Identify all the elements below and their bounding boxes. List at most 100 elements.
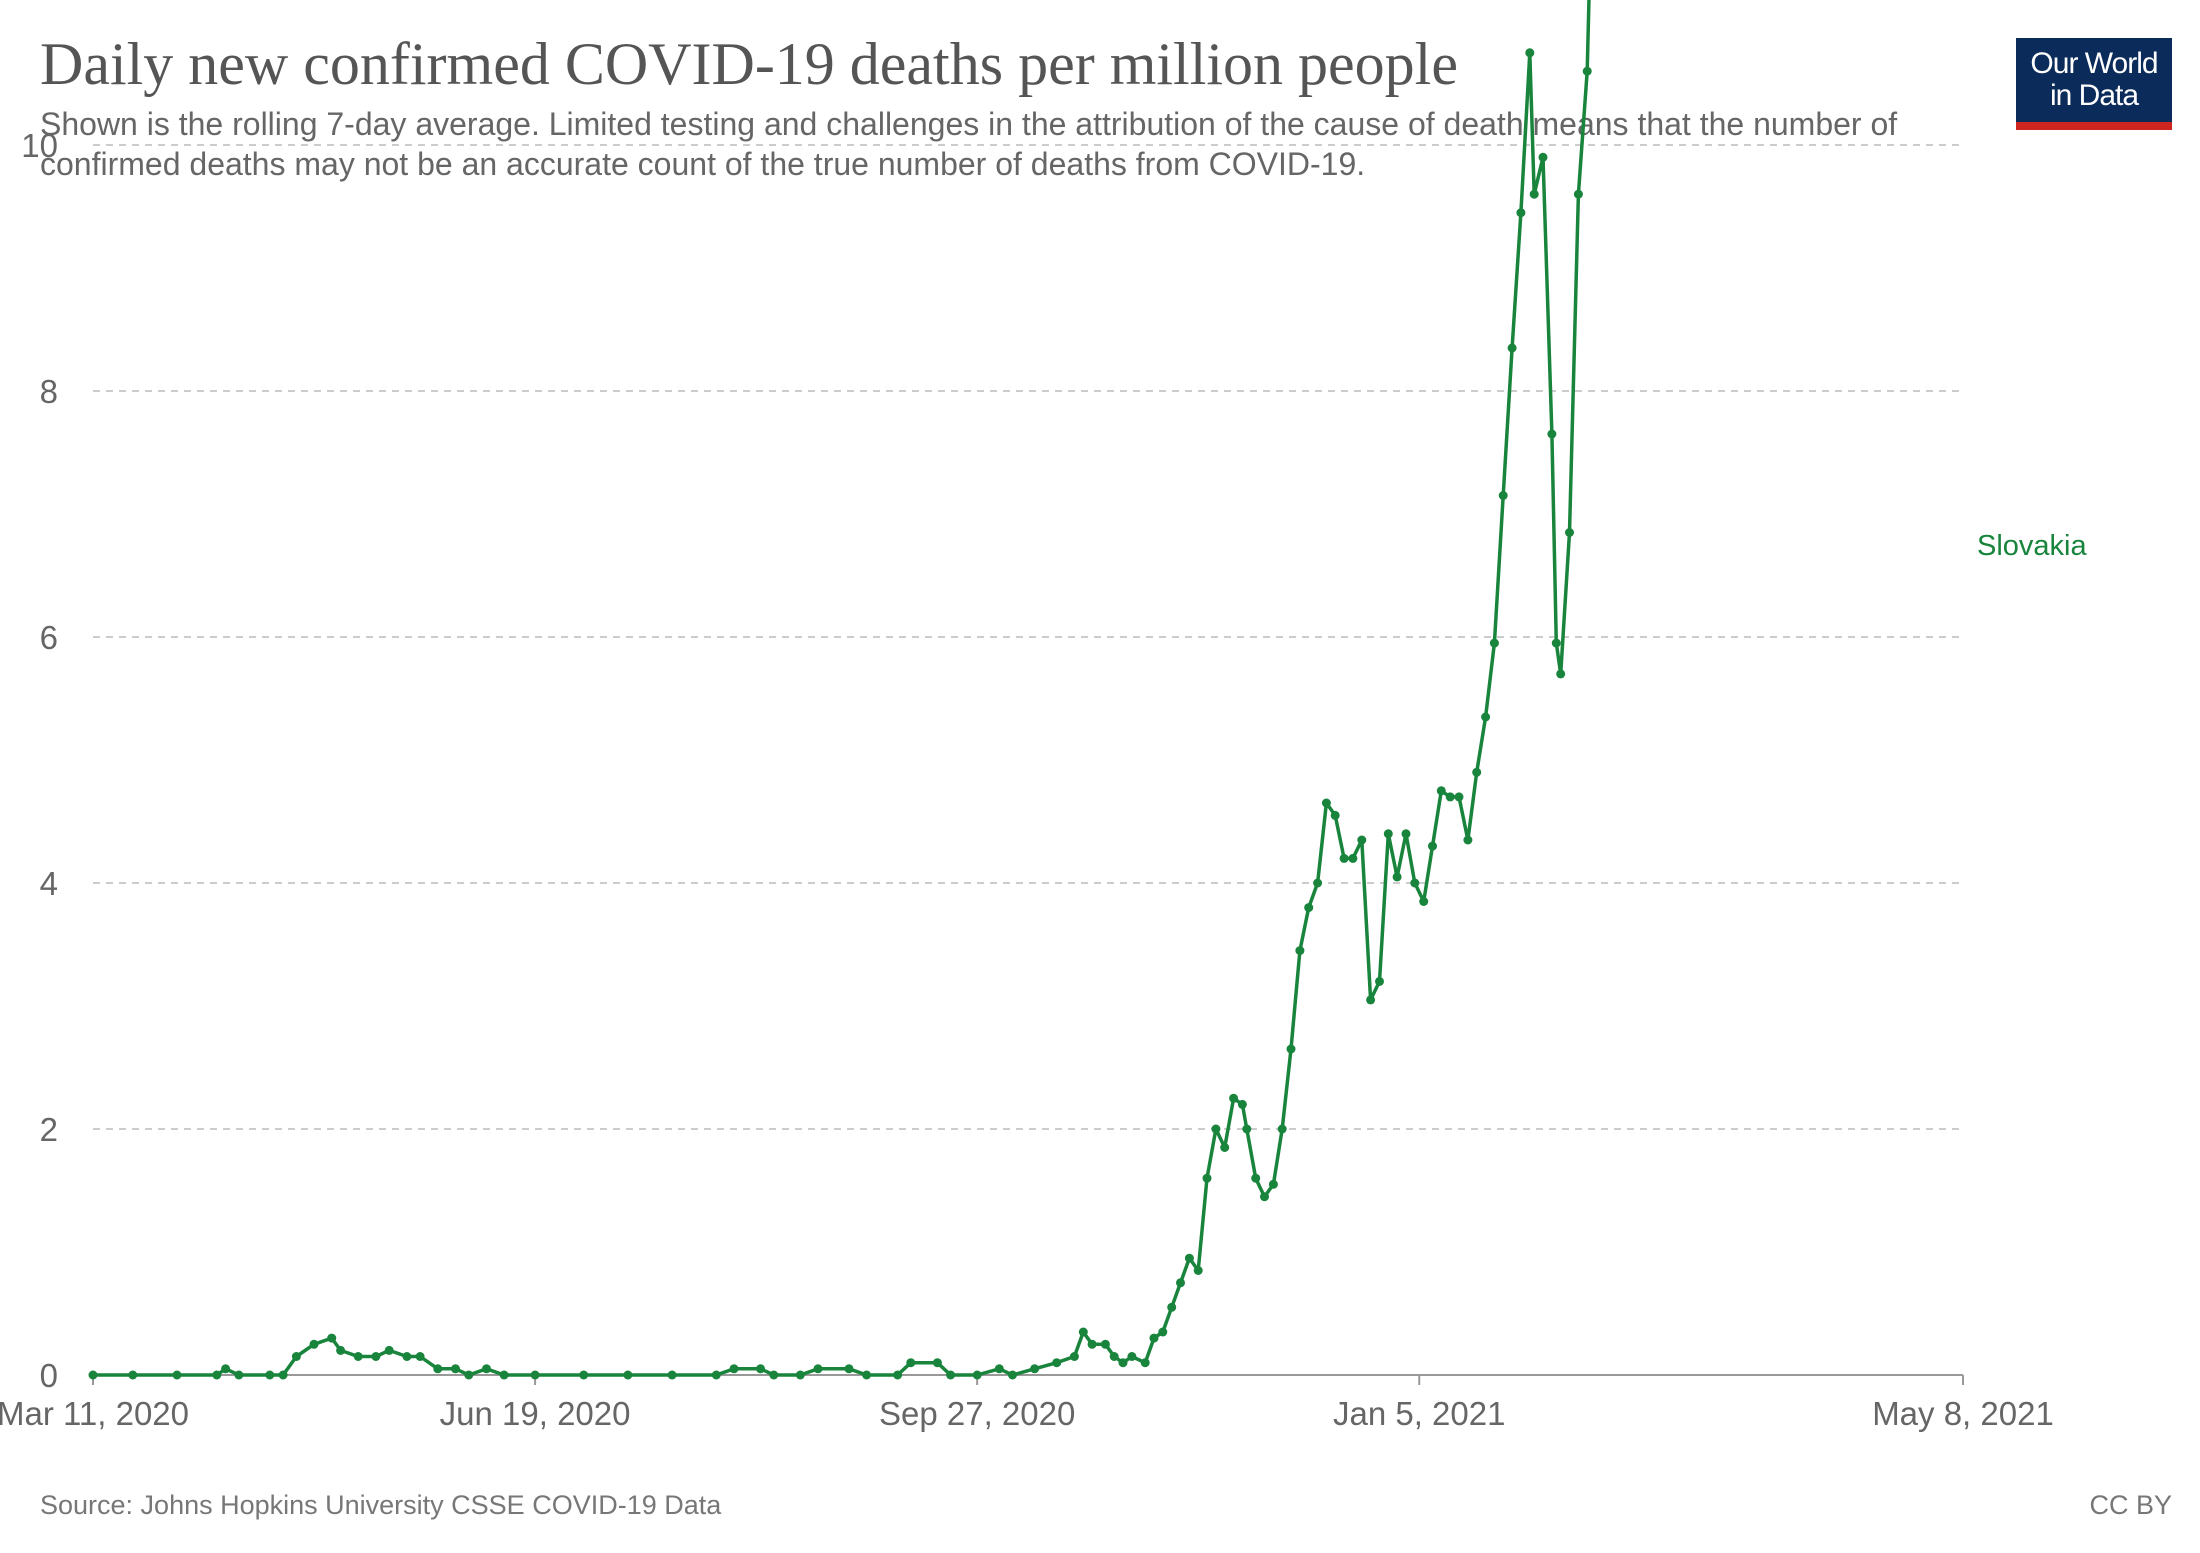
data-point [1454, 792, 1464, 802]
data-point [402, 1352, 412, 1361]
series-line-slovakia [91, 0, 1591, 1377]
data-point [1140, 1358, 1150, 1368]
data-point [1304, 903, 1314, 913]
data-point [1251, 1173, 1261, 1183]
data-point [336, 1345, 346, 1355]
data-point [1100, 1339, 1110, 1349]
data-point [1220, 1143, 1230, 1152]
data-point [1184, 1253, 1194, 1263]
data-point [1498, 491, 1508, 500]
chart-title: Daily new confirmed COVID-19 deaths per … [40, 31, 1458, 97]
data-point [1260, 1192, 1269, 1202]
data-point [623, 1370, 633, 1380]
data-point [1525, 48, 1535, 58]
data-point [1193, 1266, 1203, 1275]
data-point [1556, 669, 1566, 679]
data-point [221, 1364, 231, 1374]
data-point [1551, 638, 1561, 648]
data-point [371, 1352, 381, 1361]
data-point [1565, 528, 1574, 537]
data-point [844, 1364, 854, 1374]
data-point [1008, 1370, 1017, 1380]
data-point [291, 1352, 301, 1361]
data-point [932, 1358, 942, 1368]
data-point [1357, 835, 1367, 845]
data-point [265, 1370, 275, 1380]
data-point [1229, 1093, 1239, 1103]
data-point [1529, 189, 1539, 199]
logo-line-1: Our World [2030, 47, 2158, 80]
data-point [1087, 1339, 1097, 1349]
data-point [1436, 786, 1446, 796]
data-point [1127, 1352, 1137, 1361]
data-point [1295, 946, 1305, 956]
data-point [1202, 1173, 1212, 1183]
y-tick-label: 10 [21, 127, 58, 164]
data-point [1052, 1358, 1062, 1368]
y-tick-label: 8 [40, 373, 58, 410]
data-point [862, 1370, 872, 1380]
data-point [1158, 1327, 1168, 1337]
data-point [795, 1370, 805, 1380]
data-point [451, 1364, 460, 1374]
data-point [530, 1370, 540, 1380]
license-link[interactable]: CC BY [2089, 1490, 2172, 1520]
data-point [499, 1370, 509, 1380]
data-point [1277, 1124, 1287, 1134]
data-point [1392, 872, 1402, 882]
data-point [353, 1352, 363, 1361]
data-point [1313, 878, 1323, 888]
data-point [1489, 638, 1499, 648]
data-point [1410, 878, 1420, 888]
data-point [88, 1370, 98, 1380]
data-point [212, 1370, 222, 1380]
data-point [1419, 897, 1429, 906]
series-layer [88, 0, 1592, 1380]
data-point [309, 1339, 319, 1349]
data-point [813, 1364, 823, 1374]
data-point [1516, 208, 1526, 218]
data-point [756, 1364, 765, 1374]
data-point [1237, 1099, 1247, 1109]
data-point [1242, 1124, 1252, 1134]
data-point [1330, 810, 1340, 820]
data-point [579, 1370, 589, 1380]
data-point [1069, 1352, 1079, 1361]
data-point [1078, 1327, 1088, 1337]
data-point [1211, 1124, 1221, 1134]
data-point [1109, 1352, 1119, 1361]
series-labels: Slovakia [1977, 530, 2087, 562]
source-note: Source: Johns Hopkins University CSSE CO… [40, 1490, 722, 1520]
owid-logo[interactable]: Our World in Data [2016, 38, 2172, 130]
data-point [1375, 976, 1384, 986]
x-tick-label: Jan 5, 2021 [1333, 1395, 1505, 1432]
data-point [1268, 1179, 1278, 1189]
data-point [1149, 1333, 1159, 1343]
gridlines [93, 144, 1963, 1130]
data-point [769, 1370, 779, 1380]
data-point [1507, 343, 1517, 353]
data-point [1383, 829, 1393, 839]
data-point [278, 1370, 288, 1380]
data-point [172, 1370, 182, 1380]
y-tick-label: 0 [40, 1357, 58, 1394]
data-point [1481, 712, 1491, 722]
data-point [1472, 767, 1482, 777]
data-point [1118, 1358, 1128, 1368]
data-point [1582, 66, 1592, 76]
data-point [893, 1370, 903, 1380]
data-point [384, 1345, 394, 1355]
data-point [1286, 1044, 1296, 1054]
data-point [327, 1333, 337, 1343]
y-tick-label: 2 [40, 1111, 58, 1148]
data-point [1538, 152, 1548, 162]
data-point [1428, 841, 1437, 851]
data-point [234, 1370, 244, 1380]
x-tick-label: Sep 27, 2020 [879, 1395, 1075, 1432]
y-tick-label: 4 [40, 865, 58, 902]
y-tick-label: 6 [40, 619, 58, 656]
data-point [1463, 835, 1473, 845]
data-point [1030, 1364, 1040, 1374]
x-tick-label: Jun 19, 2020 [440, 1395, 631, 1432]
